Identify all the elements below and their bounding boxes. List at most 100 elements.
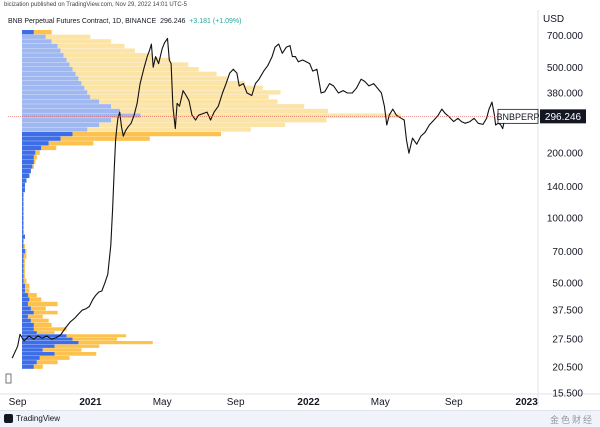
price-line [11,37,508,359]
last-price-tag [540,109,586,124]
volume-profile-up-bar [22,53,64,58]
volume-profile-up-bar [22,169,31,174]
volume-profile-down-bar [111,118,327,123]
volume-profile-up-bar [22,150,36,155]
volume-profile-up-bar [22,187,25,193]
volume-profile-up-bar [22,183,25,188]
volume-profile-up-bar [22,201,24,207]
volume-profile-down-bar [23,268,25,274]
volume-profile-down-bar [29,297,42,302]
volume-profile-down-bar [30,306,46,311]
volume-profile-down-bar [78,76,228,81]
x-tick-label: 2022 [297,397,320,408]
volume-profile-up-bar [22,76,79,81]
y-tick-label: 37.500 [552,306,583,317]
chart-settings-icon [5,373,12,384]
volume-profile-up-bar [22,62,70,67]
volume-profile-down-bar [90,94,269,100]
volume-profile-down-bar [23,254,27,259]
volume-profile-up-bar [22,141,49,146]
currency-label: USD [543,14,565,25]
volume-profile-up-bar [22,108,121,114]
volume-profile-up-bar [22,318,31,323]
volume-profile-up-bar [22,34,46,39]
volume-profile-up-bar [22,211,24,216]
volume-profile-up-bar [22,314,28,319]
volume-profile-up-bar [22,81,82,86]
volume-profile-down-bar [39,356,70,360]
volume-profile-down-bar [33,327,67,331]
volume-profile-up-bar [22,288,25,293]
symbol-tag-label: BNBPERP [496,112,539,122]
volume-profile-down-bar [27,301,58,307]
volume-profile-down-bar [72,337,118,341]
volume-profile-down-bar [48,141,94,146]
x-tick-label: 2023 [516,397,539,408]
volume-profile-down-bar [60,48,135,53]
volume-profile-down-bar [72,67,199,72]
volume-profile-up-bar [22,192,24,197]
volume-profile-up-bar [22,197,24,202]
volume-profile-up-bar [22,301,28,307]
volume-profile-down-bar [81,81,245,86]
last-price-text: 296.246 [160,18,186,25]
x-tick-label: May [153,397,172,408]
volume-profile-down-bar [63,53,153,58]
y-tick-label: 380.000 [547,88,584,99]
volume-profile-up-bar [22,131,73,137]
price-change-text: +3.181 (+1.09%) [189,18,242,25]
volume-profile-down-bar [78,340,153,345]
volume-profile-up-bar [22,67,73,72]
volume-profile-down-bar [54,344,100,348]
volume-profile-down-bar [33,310,58,315]
x-tick-label: Sep [445,397,463,408]
volume-profile-down-bar [23,243,25,249]
x-tick-label: 2021 [79,397,102,408]
volume-profile-up-bar [22,254,24,259]
volume-profile-down-bar [23,278,27,284]
volume-profile-up-bar [22,99,100,104]
volume-profile-down-bar [32,164,34,169]
volume-profile-down-bar [23,263,25,269]
volume-profile-down-bar [45,34,91,39]
footer-bar: TradingView 金色财经 [0,410,600,427]
volume-profile-down-bar [27,314,43,319]
y-tick-label: 700.000 [547,31,584,42]
volume-profile-down-bar [140,113,401,118]
volume-profile-up-bar [22,43,58,49]
volume-profile-up-bar [22,85,85,90]
volume-profile-down-bar [120,108,329,114]
volume-profile-up-bar [22,113,141,118]
volume-profile-up-bar [22,94,91,100]
volume-profile-up-bar [22,122,100,128]
volume-profile-up-bar [22,327,34,331]
volume-profile-down-bar [87,127,251,132]
volume-profile-up-bar [22,268,24,274]
last-price-tag-label: 296.246 [545,112,582,123]
volume-profile-up-bar [22,306,31,311]
y-tick-label: 20.500 [552,362,583,373]
volume-profile-down-bar [24,249,27,254]
volume-profile-up-bar [22,155,34,160]
volume-profile-up-bar [22,340,79,345]
volume-profile-down-bar [75,71,217,77]
price-chart: 15.500 20.500 27.500 37.500 50.000 70.000 100.… [0,10,600,408]
volume-profile-down-bar [54,352,97,356]
volume-profile-up-bar [22,344,55,348]
volume-profile-down-bar [30,318,49,323]
y-tick-label: 200.000 [547,149,584,160]
volume-profile-down-bar [69,62,189,67]
volume-profile-up-bar [22,206,24,212]
volume-profile-down-bar [33,364,43,369]
volume-profile-down-bar [23,273,25,279]
volume-profile-down-bar [60,136,150,141]
volume-profile-down-bar [33,30,52,35]
volume-profile-up-bar [22,173,30,179]
volume-profile-up-bar [22,90,88,95]
volume-profile-up-bar [22,164,33,169]
y-tick-label: 70.000 [552,247,583,258]
y-tick-label: 50.000 [552,279,583,290]
volume-profile-up-bar [22,220,24,225]
volume-profile-up-bar [22,127,88,132]
